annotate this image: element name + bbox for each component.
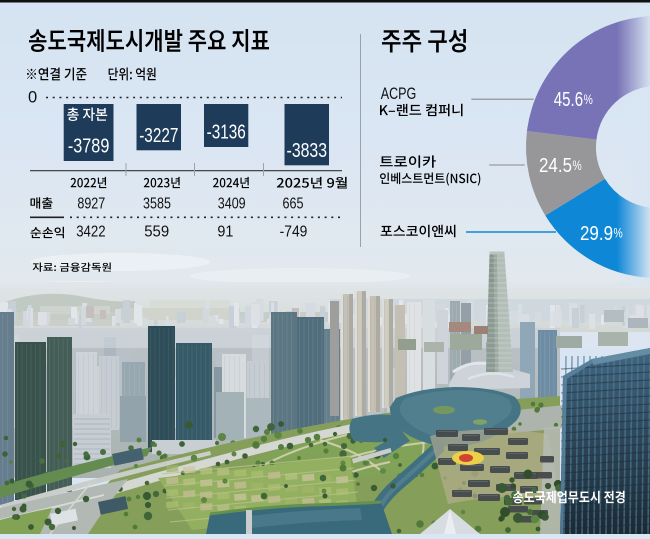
svg-text:559: 559 bbox=[144, 224, 169, 241]
svg-text:665: 665 bbox=[283, 195, 304, 212]
svg-text:ACPG: ACPG bbox=[381, 84, 417, 103]
svg-text:3409: 3409 bbox=[218, 195, 246, 212]
svg-text:29.9: 29.9 bbox=[580, 222, 613, 245]
svg-text:3585: 3585 bbox=[143, 195, 171, 212]
svg-text:-3136: -3136 bbox=[207, 121, 246, 144]
svg-text:91: 91 bbox=[217, 224, 233, 241]
svg-text:%: % bbox=[614, 226, 623, 241]
svg-text:8927: 8927 bbox=[77, 195, 105, 212]
svg-text:3422: 3422 bbox=[76, 224, 105, 241]
svg-text:%: % bbox=[584, 92, 593, 107]
svg-text:45.6: 45.6 bbox=[554, 88, 583, 111]
svg-text:24.5: 24.5 bbox=[539, 154, 572, 177]
svg-text:-749: -749 bbox=[280, 224, 308, 241]
svg-text:%: % bbox=[573, 158, 582, 173]
svg-text:-3833: -3833 bbox=[287, 139, 328, 162]
svg-text:-3789: -3789 bbox=[68, 135, 110, 158]
svg-text:-3227: -3227 bbox=[139, 124, 178, 147]
svg-text:0: 0 bbox=[28, 89, 37, 107]
